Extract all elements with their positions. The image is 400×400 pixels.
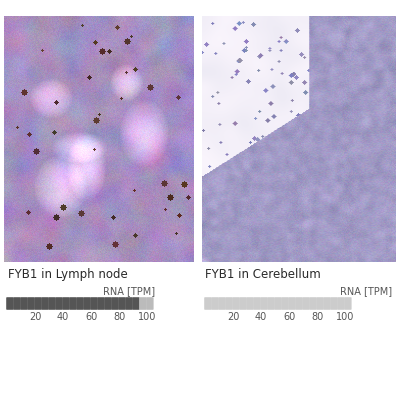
FancyBboxPatch shape <box>260 297 268 310</box>
FancyBboxPatch shape <box>132 297 140 310</box>
FancyBboxPatch shape <box>6 297 14 310</box>
FancyBboxPatch shape <box>55 297 62 310</box>
FancyBboxPatch shape <box>267 297 274 310</box>
FancyBboxPatch shape <box>218 297 226 310</box>
Text: RNA [TPM]: RNA [TPM] <box>103 286 155 296</box>
Text: FYB1 in Lymph node: FYB1 in Lymph node <box>8 268 128 281</box>
FancyBboxPatch shape <box>48 297 56 310</box>
FancyBboxPatch shape <box>344 297 352 310</box>
FancyBboxPatch shape <box>90 297 98 310</box>
Text: 80: 80 <box>311 312 323 322</box>
FancyBboxPatch shape <box>253 297 261 310</box>
Text: 100: 100 <box>138 312 156 322</box>
FancyBboxPatch shape <box>69 297 77 310</box>
FancyBboxPatch shape <box>274 297 282 310</box>
FancyBboxPatch shape <box>246 297 254 310</box>
Text: 20: 20 <box>29 312 41 322</box>
FancyBboxPatch shape <box>146 297 154 310</box>
FancyBboxPatch shape <box>232 297 240 310</box>
FancyBboxPatch shape <box>104 297 112 310</box>
FancyBboxPatch shape <box>62 297 70 310</box>
FancyBboxPatch shape <box>225 297 233 310</box>
FancyBboxPatch shape <box>316 297 324 310</box>
FancyBboxPatch shape <box>13 297 21 310</box>
FancyBboxPatch shape <box>239 297 246 310</box>
FancyBboxPatch shape <box>281 297 288 310</box>
FancyBboxPatch shape <box>139 297 146 310</box>
Text: 40: 40 <box>255 312 267 322</box>
FancyBboxPatch shape <box>20 297 28 310</box>
FancyBboxPatch shape <box>125 297 133 310</box>
Text: 100: 100 <box>336 312 354 322</box>
FancyBboxPatch shape <box>309 297 317 310</box>
FancyBboxPatch shape <box>34 297 42 310</box>
Text: 40: 40 <box>57 312 69 322</box>
Text: 80: 80 <box>113 312 125 322</box>
FancyBboxPatch shape <box>302 297 310 310</box>
FancyBboxPatch shape <box>97 297 105 310</box>
FancyBboxPatch shape <box>323 297 330 310</box>
FancyBboxPatch shape <box>41 297 49 310</box>
FancyBboxPatch shape <box>204 297 212 310</box>
Text: 60: 60 <box>85 312 97 322</box>
Text: FYB1 in Cerebellum: FYB1 in Cerebellum <box>205 268 321 281</box>
FancyBboxPatch shape <box>295 297 302 310</box>
FancyBboxPatch shape <box>118 297 126 310</box>
FancyBboxPatch shape <box>83 297 91 310</box>
Text: 60: 60 <box>283 312 295 322</box>
FancyBboxPatch shape <box>76 297 84 310</box>
FancyBboxPatch shape <box>330 297 338 310</box>
Text: 20: 20 <box>227 312 239 322</box>
FancyBboxPatch shape <box>27 297 35 310</box>
FancyBboxPatch shape <box>111 297 119 310</box>
FancyBboxPatch shape <box>211 297 218 310</box>
FancyBboxPatch shape <box>337 297 344 310</box>
Text: RNA [TPM]: RNA [TPM] <box>340 286 392 296</box>
FancyBboxPatch shape <box>288 297 296 310</box>
